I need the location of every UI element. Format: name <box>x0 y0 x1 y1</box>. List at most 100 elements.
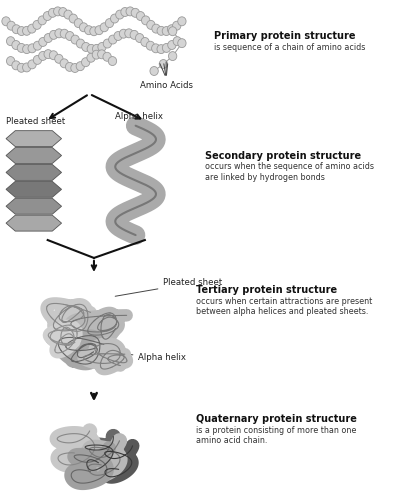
Circle shape <box>87 44 96 53</box>
Circle shape <box>7 21 15 30</box>
Circle shape <box>50 30 58 39</box>
Circle shape <box>69 14 77 23</box>
Circle shape <box>6 37 15 46</box>
Circle shape <box>39 52 47 61</box>
Circle shape <box>125 29 133 38</box>
Text: Secondary protein structure: Secondary protein structure <box>205 151 361 161</box>
Circle shape <box>82 42 90 51</box>
Circle shape <box>60 59 69 68</box>
Circle shape <box>159 60 168 69</box>
Circle shape <box>119 29 128 38</box>
Circle shape <box>110 14 119 23</box>
Polygon shape <box>6 215 62 231</box>
Circle shape <box>59 7 67 16</box>
Circle shape <box>28 60 36 69</box>
Circle shape <box>81 58 90 67</box>
Circle shape <box>33 41 42 50</box>
Circle shape <box>135 34 144 43</box>
Circle shape <box>147 20 155 29</box>
Circle shape <box>23 45 31 54</box>
Circle shape <box>49 51 58 60</box>
Circle shape <box>71 35 79 44</box>
Circle shape <box>95 26 103 35</box>
Polygon shape <box>6 165 62 180</box>
Circle shape <box>39 37 47 46</box>
Circle shape <box>178 17 186 26</box>
Circle shape <box>168 27 177 36</box>
Circle shape <box>85 26 93 35</box>
Text: Pleated sheet: Pleated sheet <box>115 278 222 296</box>
Circle shape <box>103 52 111 61</box>
Circle shape <box>76 39 85 48</box>
Circle shape <box>17 43 25 52</box>
Circle shape <box>92 50 101 59</box>
Circle shape <box>76 62 85 71</box>
Circle shape <box>100 23 108 32</box>
Circle shape <box>98 42 106 51</box>
Circle shape <box>130 30 139 39</box>
Circle shape <box>44 50 52 59</box>
Circle shape <box>60 29 69 38</box>
Circle shape <box>17 26 26 35</box>
Circle shape <box>105 18 114 27</box>
Circle shape <box>28 24 36 33</box>
Circle shape <box>44 34 52 43</box>
Polygon shape <box>6 198 62 214</box>
Circle shape <box>162 43 171 52</box>
Text: Primary protein structure: Primary protein structure <box>214 31 356 41</box>
Circle shape <box>108 57 116 66</box>
Circle shape <box>141 16 150 25</box>
Text: Amino Acids: Amino Acids <box>140 81 193 90</box>
Circle shape <box>66 31 74 40</box>
Circle shape <box>23 26 31 35</box>
Circle shape <box>12 25 21 34</box>
Circle shape <box>74 18 83 27</box>
Text: Quaternary protein structure: Quaternary protein structure <box>196 414 357 424</box>
Circle shape <box>116 10 124 19</box>
Text: occurs when certain attractions are present
between alpha helices and pleated sh: occurs when certain attractions are pres… <box>196 297 372 316</box>
Circle shape <box>152 24 160 33</box>
Circle shape <box>55 29 63 38</box>
Text: is a protein consisting of more than one
amino acid chain.: is a protein consisting of more than one… <box>196 426 356 445</box>
Circle shape <box>168 41 176 50</box>
Circle shape <box>6 57 15 66</box>
Circle shape <box>172 21 181 30</box>
Text: Alpha helix: Alpha helix <box>74 350 187 362</box>
Circle shape <box>79 23 88 32</box>
Circle shape <box>108 35 117 44</box>
Circle shape <box>71 64 79 73</box>
Circle shape <box>114 31 122 40</box>
Circle shape <box>136 11 145 20</box>
Circle shape <box>38 16 46 25</box>
Circle shape <box>43 11 52 20</box>
Circle shape <box>98 50 106 59</box>
Circle shape <box>157 45 165 54</box>
Circle shape <box>90 27 98 36</box>
Circle shape <box>33 56 42 65</box>
Circle shape <box>103 39 112 48</box>
Circle shape <box>28 44 36 53</box>
Circle shape <box>168 52 177 61</box>
Circle shape <box>55 54 63 63</box>
Polygon shape <box>6 181 62 197</box>
Circle shape <box>178 39 186 48</box>
Circle shape <box>126 7 134 16</box>
Text: Alpha helix: Alpha helix <box>115 112 163 121</box>
Polygon shape <box>6 148 62 164</box>
Circle shape <box>152 44 160 53</box>
Text: Tertiary protein structure: Tertiary protein structure <box>196 285 337 295</box>
Circle shape <box>150 67 158 76</box>
Circle shape <box>17 63 25 72</box>
Text: is sequence of a chain of amino acids: is sequence of a chain of amino acids <box>214 43 366 52</box>
Circle shape <box>167 25 176 34</box>
Circle shape <box>87 53 95 62</box>
Circle shape <box>64 10 72 19</box>
Circle shape <box>157 26 165 35</box>
Circle shape <box>12 41 20 50</box>
Circle shape <box>23 63 31 72</box>
Circle shape <box>33 20 41 29</box>
Circle shape <box>12 61 20 70</box>
Circle shape <box>65 63 74 72</box>
Circle shape <box>131 8 139 17</box>
Circle shape <box>92 44 101 53</box>
